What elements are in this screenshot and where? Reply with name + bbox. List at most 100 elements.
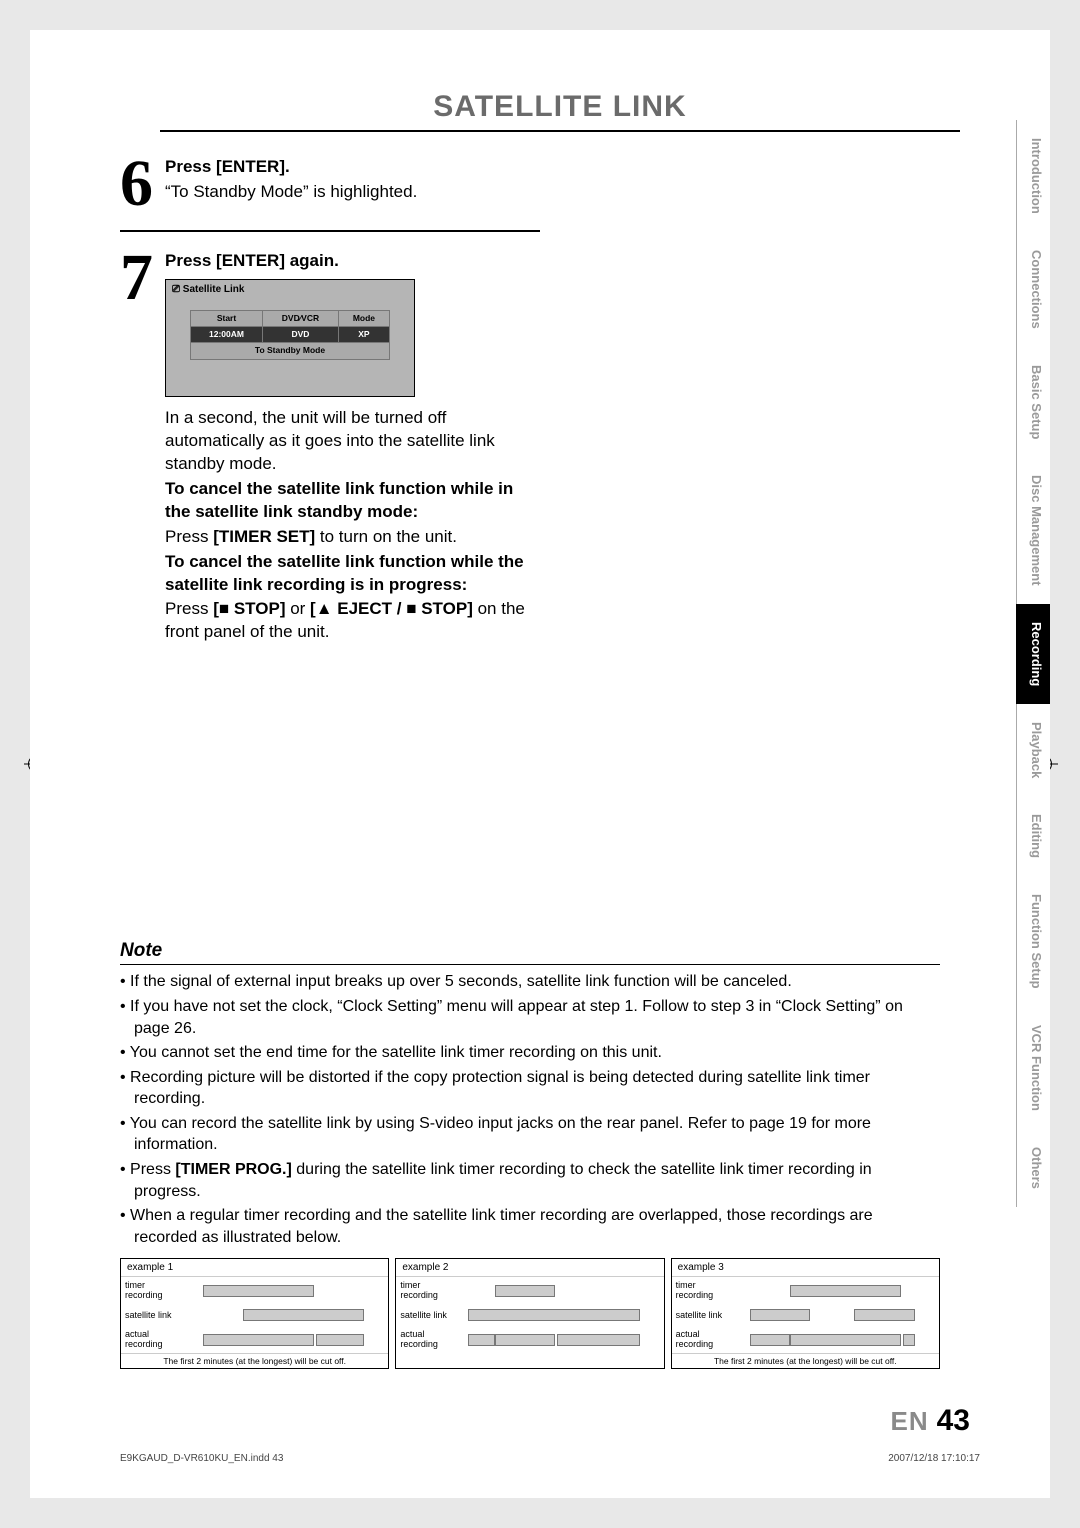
note-heading: Note [120, 940, 940, 965]
timeline-bar [854, 1309, 914, 1321]
example-row-label: timer recording [125, 1281, 177, 1300]
timeline-bar [495, 1285, 555, 1297]
section-tab[interactable]: Others [1016, 1129, 1050, 1207]
example-track [458, 1333, 659, 1347]
section-tab[interactable]: Function Setup [1016, 876, 1050, 1007]
note-item: If you have not set the clock, “Clock Se… [120, 996, 940, 1039]
example-row: timer recording [672, 1277, 939, 1304]
page-footer: EN 43 [891, 1404, 971, 1438]
step-heading: Press [ENTER] again. [165, 250, 540, 273]
step-7: 7 Press [ENTER] again. Satellite Link St… [120, 250, 540, 662]
section-tab[interactable]: Introduction [1016, 120, 1050, 232]
page-title: SATELLITE LINK [120, 90, 1000, 124]
example-row-label: actual recording [125, 1330, 177, 1349]
osd-th: Start [191, 310, 263, 326]
example-footer: The first 2 minutes (at the longest) wil… [121, 1353, 388, 1368]
section-tab[interactable]: Editing [1016, 796, 1050, 876]
example-row: timer recording [121, 1277, 388, 1304]
timeline-bar [468, 1309, 639, 1321]
example-row-label: actual recording [400, 1330, 452, 1349]
step-6: 6 Press [ENTER]. “To Standby Mode” is hi… [120, 156, 540, 232]
example-title: example 2 [396, 1259, 663, 1277]
note-item: Recording picture will be distorted if t… [120, 1067, 940, 1110]
osd-title: Satellite Link [166, 280, 414, 300]
timeline-bar [316, 1334, 364, 1346]
step-text-bold: To cancel the satellite link function wh… [165, 478, 540, 524]
section-tab[interactable]: Disc Management [1016, 457, 1050, 604]
example-track [458, 1284, 659, 1298]
note-list: If the signal of external input breaks u… [120, 971, 940, 1248]
osd-td: DVD [263, 327, 339, 343]
example-row: actual recording [121, 1326, 388, 1353]
footer-lang: EN [891, 1406, 929, 1436]
timeline-bar [903, 1334, 915, 1346]
step-number: 6 [120, 156, 153, 212]
example-row-label: timer recording [400, 1281, 452, 1300]
note-item: If the signal of external input breaks u… [120, 971, 940, 993]
timeline-bar [790, 1285, 901, 1297]
osd-footer: To Standby Mode [190, 343, 390, 359]
section-tabs: IntroductionConnectionsBasic SetupDisc M… [1016, 120, 1050, 1207]
section-tab[interactable]: Connections [1016, 232, 1050, 347]
example-track [183, 1333, 384, 1347]
example-row: satellite link [121, 1304, 388, 1326]
example-row-label: satellite link [676, 1311, 728, 1320]
timeline-bar [750, 1309, 810, 1321]
section-tab[interactable]: Recording [1016, 604, 1050, 704]
step-text: In a second, the unit will be turned off… [165, 407, 540, 476]
example-panel: example 2 timer recording satellite link ac… [395, 1258, 664, 1369]
note-item: Press [TIMER PROG.] during the satellite… [120, 1159, 940, 1202]
example-footer: The first 2 minutes (at the longest) wil… [672, 1353, 939, 1368]
manual-page: SATELLITE LINK 6 Press [ENTER]. “To Stan… [30, 30, 1050, 1498]
example-panel: example 3 timer recording satellite link ac… [671, 1258, 940, 1369]
title-rule [160, 130, 960, 132]
examples-row: example 1 timer recording satellite link ac… [120, 1258, 940, 1369]
timeline-bar [203, 1285, 314, 1297]
section-tab[interactable]: VCR Function [1016, 1007, 1050, 1129]
example-title: example 1 [121, 1259, 388, 1277]
note-item: You cannot set the end time for the sate… [120, 1042, 940, 1064]
section-tab[interactable]: Basic Setup [1016, 347, 1050, 457]
imprint-timestamp: 2007/12/18 17:10:17 [888, 1453, 980, 1464]
step-text: Press [TIMER SET] to turn on the unit. [165, 526, 540, 549]
example-row: actual recording [672, 1326, 939, 1353]
example-row-label: satellite link [400, 1311, 452, 1320]
example-row: timer recording [396, 1277, 663, 1304]
timeline-bar [468, 1334, 494, 1346]
step-number: 7 [120, 250, 153, 644]
step-text: Press [■ STOP] or [▲ EJECT / ■ STOP] on … [165, 598, 540, 644]
osd-table: Start DVD⁄VCR Mode 12:00AM DVD XP [190, 310, 390, 344]
timeline-bar [495, 1334, 555, 1346]
timeline-bar [790, 1334, 901, 1346]
example-row-label: timer recording [676, 1281, 728, 1300]
imprint-file: E9KGAUD_D-VR610KU_EN.indd 43 [120, 1453, 283, 1464]
example-track [458, 1308, 659, 1322]
example-panel: example 1 timer recording satellite link ac… [120, 1258, 389, 1369]
step-text-bold: To cancel the satellite link function wh… [165, 551, 540, 597]
example-track [734, 1308, 935, 1322]
osd-td: 12:00AM [191, 327, 263, 343]
example-title: example 3 [672, 1259, 939, 1277]
example-row: satellite link [396, 1304, 663, 1326]
timeline-bar [750, 1334, 790, 1346]
note-item: When a regular timer recording and the s… [120, 1205, 940, 1248]
osd-th: DVD⁄VCR [263, 310, 339, 326]
example-row: satellite link [672, 1304, 939, 1326]
example-track [183, 1308, 384, 1322]
footer-page-number: 43 [937, 1404, 970, 1437]
step-text: “To Standby Mode” is highlighted. [165, 181, 540, 204]
timeline-bar [203, 1334, 314, 1346]
osd-td: XP [338, 327, 389, 343]
example-track [183, 1284, 384, 1298]
osd-th: Mode [338, 310, 389, 326]
left-column: 6 Press [ENTER]. “To Standby Mode” is hi… [120, 156, 540, 680]
example-track [734, 1333, 935, 1347]
section-tab[interactable]: Playback [1016, 704, 1050, 796]
example-row: actual recording [396, 1326, 663, 1353]
on-screen-menu-figure: Satellite Link Start DVD⁄VCR Mode 12:00A… [165, 279, 415, 397]
example-track [734, 1284, 935, 1298]
timeline-bar [557, 1334, 640, 1346]
step-heading: Press [ENTER]. [165, 156, 540, 179]
example-row-label: actual recording [676, 1330, 728, 1349]
note-item: You can record the satellite link by usi… [120, 1113, 940, 1156]
